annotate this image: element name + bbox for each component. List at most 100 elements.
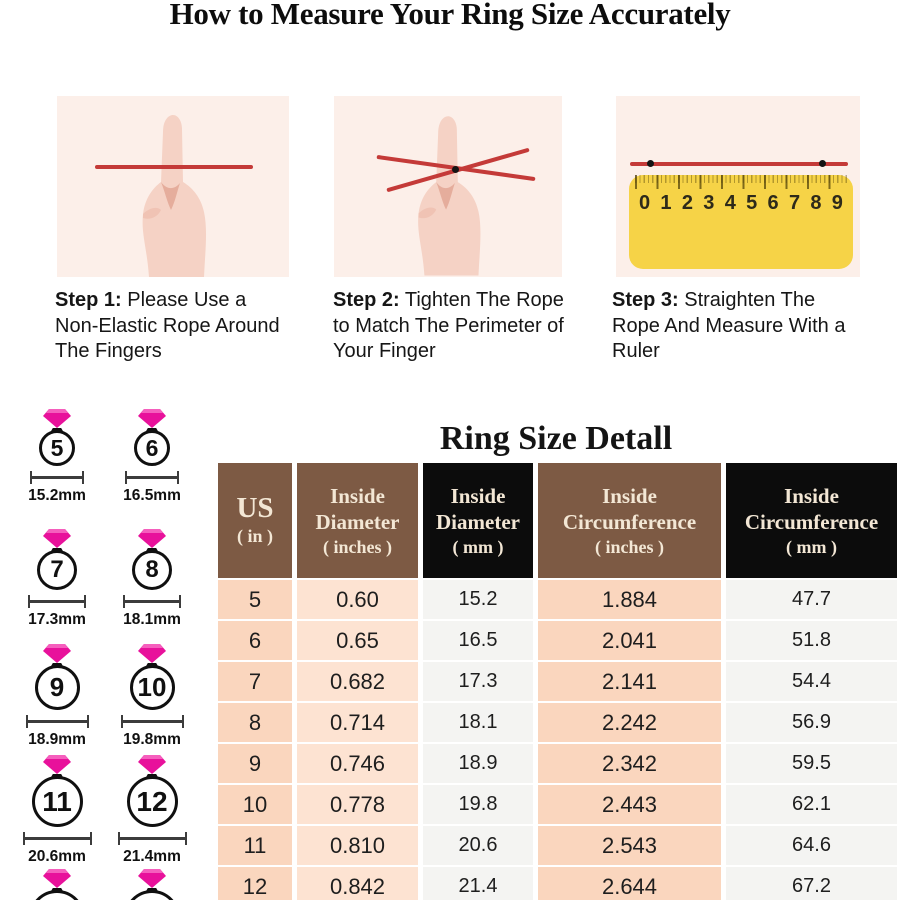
ruler-ticks [635, 175, 847, 189]
diameter-label: 21.4mm [123, 848, 181, 865]
table-cell: 0.65 [297, 621, 418, 660]
rope-end-dot [819, 160, 826, 167]
table-cell: 10 [218, 785, 292, 824]
header-line: Circumference [744, 510, 879, 535]
table-title: Ring Size Detall [439, 420, 673, 457]
table-cell: 2.141 [538, 662, 721, 701]
table-cell: 54.4 [726, 662, 897, 701]
ring-prong [50, 428, 64, 432]
header-line: ( in ) [237, 526, 273, 547]
table-cell: 2.543 [538, 826, 721, 865]
ring-prong [145, 428, 159, 432]
diamond-icon [138, 755, 166, 774]
table-cell: 15.2 [423, 580, 533, 619]
ruler-number: 6 [767, 192, 779, 214]
header-line: Inside [602, 484, 657, 508]
diameter-label: 20.6mm [28, 848, 86, 865]
header-line: Inside [330, 484, 385, 508]
diameter-bracket [28, 595, 86, 608]
ruler-number: 3 [703, 192, 715, 214]
diameter-bracket [22, 832, 92, 845]
diamond-icon [43, 529, 71, 548]
table-header-cell: Inside Diameter( inches ) [297, 463, 418, 578]
ring-size-item: 7 17.3mm [28, 528, 86, 629]
table-cell: 2.242 [538, 703, 721, 742]
header-line: ( inches ) [323, 536, 392, 557]
diameter-label: 18.9mm [28, 731, 86, 748]
table-cell: 0.810 [297, 826, 418, 865]
step1-caption: Step 1: Please Use a Non-Elastic Rope Ar… [55, 288, 283, 365]
ring-prong [145, 888, 159, 892]
table-cell: 18.1 [423, 703, 533, 742]
diamond-icon [138, 529, 166, 548]
table-cell: 11 [218, 826, 292, 865]
diamond-icon [138, 409, 166, 428]
ring-size-number: 6 [145, 434, 159, 461]
header-line: Inside [784, 484, 839, 508]
diameter-bracket [120, 715, 184, 728]
diamond-icon [138, 644, 166, 663]
table-cell: 59.5 [726, 744, 897, 783]
ruler-number: 1 [660, 192, 672, 214]
table-cell: 0.682 [297, 662, 418, 701]
table-cell: 64.6 [726, 826, 897, 865]
rope-knot-dot [452, 166, 459, 173]
rope-line [630, 162, 848, 166]
ring-size-item: 10 19.8mm [120, 643, 184, 749]
ring-band: 12 [126, 776, 178, 827]
ring-size-table: US( in ) Inside Diameter( inches ) Inside Di… [218, 463, 897, 900]
ring-prong [50, 663, 64, 667]
table-cell: 56.9 [726, 703, 897, 742]
ring-prong [50, 548, 64, 552]
table-cell: 8 [218, 703, 292, 742]
ring-size-number: 10 [137, 672, 167, 702]
table-header-cell: US( in ) [218, 463, 292, 578]
table-cell: 0.778 [297, 785, 418, 824]
table-cell: 1.884 [538, 580, 721, 619]
ring-size-number: 11 [42, 785, 72, 817]
ring-size-item: 6 16.5mm [123, 408, 181, 505]
table-cell: 2.041 [538, 621, 721, 660]
table-cell: 16.5 [423, 621, 533, 660]
ring-size-item: 9 18.9mm [25, 643, 89, 749]
table-cell: 47.7 [726, 580, 897, 619]
step1-label: Step 1: [55, 289, 122, 311]
ring-band: 6 [134, 430, 170, 466]
header-line: ( mm ) [452, 536, 504, 557]
ruler-number: 2 [681, 192, 693, 214]
ring-prong [145, 663, 159, 667]
ruler-number: 9 [831, 192, 843, 214]
table-cell: 9 [218, 744, 292, 783]
table-cell: 7 [218, 662, 292, 701]
header-line: Diameter [436, 510, 520, 535]
ring-size-item: 12 21.4mm [117, 754, 187, 866]
ring-size-number: 8 [145, 556, 159, 583]
diameter-label: 18.1mm [123, 611, 181, 628]
ring-size-number: 7 [50, 556, 64, 583]
diamond-icon [43, 644, 71, 663]
step1-image-panel [57, 96, 289, 277]
ring-prong [50, 888, 64, 892]
diamond-icon [43, 869, 71, 888]
header-line: Circumference [562, 510, 697, 535]
diameter-bracket [30, 471, 84, 484]
table-cell: 0.714 [297, 703, 418, 742]
table-cell: 0.842 [297, 867, 418, 900]
ring-prong [145, 548, 159, 552]
step2-text: Tighten The Rope to Match The Perimeter … [333, 289, 564, 362]
ring-partial [115, 868, 189, 900]
rope-end-dot [647, 160, 654, 167]
step3-label: Step 3: [612, 289, 679, 311]
table-cell: 5 [218, 580, 292, 619]
table-cell: 6 [218, 621, 292, 660]
diameter-bracket [125, 471, 179, 484]
table-cell: 19.8 [423, 785, 533, 824]
step3-text: Straighten The Rope And Measure With a R… [612, 289, 846, 362]
diameter-bracket [117, 832, 187, 845]
ruler-number: 0 [639, 192, 651, 214]
table-cell: 2.342 [538, 744, 721, 783]
ruler-number: 4 [724, 192, 736, 214]
diameter-label: 17.3mm [28, 611, 86, 628]
